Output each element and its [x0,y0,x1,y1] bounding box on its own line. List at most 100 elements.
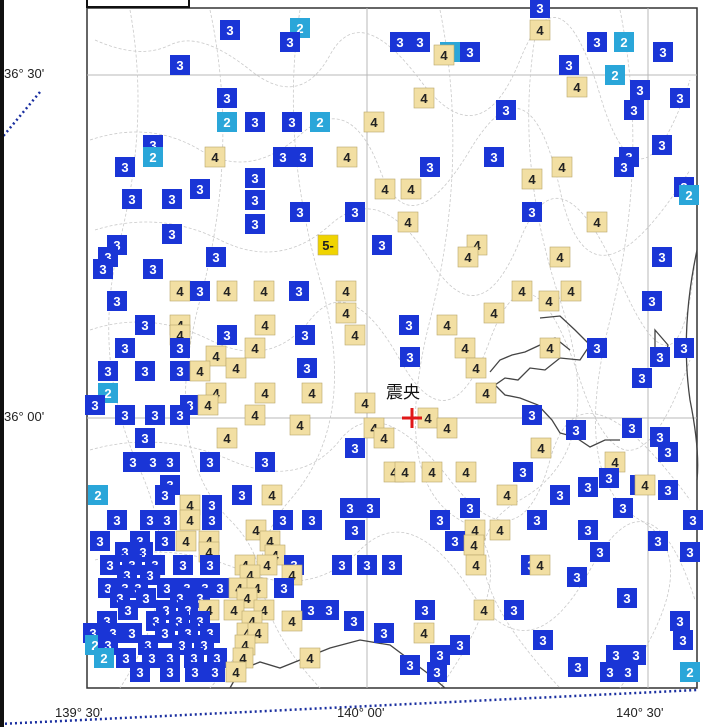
svg-text:3: 3 [436,513,443,528]
station-intensity-4: 4 [175,530,197,552]
svg-text:3: 3 [238,488,245,503]
svg-text:4: 4 [306,651,314,666]
station-intensity-4: 4 [549,246,571,268]
station-intensity-3: 3 [430,510,450,530]
svg-text:3: 3 [196,591,203,606]
station-intensity-3: 3 [115,338,135,358]
station-intensity-3: 3 [606,645,626,665]
svg-text:3: 3 [168,227,175,242]
station-intensity-4: 4 [433,44,455,66]
station-intensity-3: 3 [617,588,637,608]
svg-text:4: 4 [296,418,304,433]
svg-text:3: 3 [299,150,306,165]
svg-text:2: 2 [620,35,627,50]
station-intensity-4: 4 [216,427,238,449]
station-intensity-3: 3 [522,405,542,425]
station-intensity-4: 4 [254,382,276,404]
svg-text:4: 4 [404,215,412,230]
svg-text:3: 3 [301,328,308,343]
svg-text:4: 4 [573,80,581,95]
svg-text:4: 4 [546,341,554,356]
station-intensity-3: 3 [245,214,265,234]
station-intensity-3: 3 [160,452,180,472]
station-intensity-3: 3 [162,224,182,244]
svg-text:3: 3 [676,91,683,106]
station-intensity-3: 3 [217,88,237,108]
svg-text:3: 3 [279,513,286,528]
svg-text:3: 3 [196,284,203,299]
station-intensity-3: 3 [140,510,160,530]
svg-text:3: 3 [295,284,302,299]
svg-text:4: 4 [243,591,251,606]
svg-text:3: 3 [396,35,403,50]
station-intensity-4: 4 [455,461,477,483]
svg-text:3: 3 [584,480,591,495]
svg-text:3: 3 [466,501,473,516]
station-intensity-3: 3 [157,510,177,530]
svg-text:3: 3 [91,398,98,413]
station-intensity-3: 3 [578,477,598,497]
svg-text:3: 3 [689,513,696,528]
station-intensity-4: 4 [363,111,385,133]
svg-text:3: 3 [536,1,543,16]
station-intensity-3: 3 [450,635,470,655]
svg-text:3: 3 [659,45,666,60]
svg-text:3: 3 [351,523,358,538]
epicenter-marker [402,408,422,428]
svg-text:3: 3 [378,238,385,253]
station-intensity-3: 3 [185,662,205,682]
station-intensity-3: 3 [100,555,120,575]
svg-text:3: 3 [251,171,258,186]
svg-text:3: 3 [161,626,168,641]
station-intensity-3: 3 [115,157,135,177]
svg-text:4: 4 [263,558,271,573]
svg-text:3: 3 [152,614,159,629]
station-intensity-3: 3 [653,42,673,62]
svg-text:3: 3 [416,35,423,50]
svg-text:3: 3 [363,558,370,573]
station-intensity-4: 4 [436,314,458,336]
station-intensity-3: 3 [550,485,570,505]
station-intensity-3: 3 [170,405,190,425]
svg-text:2: 2 [91,638,98,653]
station-intensity-3: 3 [587,32,607,52]
svg-text:2: 2 [686,665,693,680]
svg-text:4: 4 [407,182,415,197]
station-intensity-3: 3 [145,405,165,425]
station-intensity-4: 4 [335,302,357,324]
station-intensity-3: 3 [648,531,668,551]
svg-text:3: 3 [624,665,631,680]
station-intensity-3: 3 [683,510,703,530]
svg-text:4: 4 [567,284,575,299]
station-intensity-3: 3 [652,247,672,267]
station-intensity-4: 4 [244,337,266,359]
station-intensity-3: 3 [673,630,693,650]
station-intensity-4: 4 [521,168,543,190]
svg-text:4: 4 [420,626,428,641]
svg-text:4: 4 [241,638,249,653]
station-intensity-3: 3 [255,452,275,472]
svg-text:2: 2 [685,188,692,203]
svg-text:4: 4 [381,182,389,197]
station-intensity-3: 3 [630,80,650,100]
svg-text:4: 4 [545,294,553,309]
station-intensity-3: 3 [190,281,210,301]
station-intensity-3: 3 [357,555,377,575]
svg-text:3: 3 [206,558,213,573]
station-intensity-3: 3 [107,291,127,311]
svg-text:3: 3 [128,626,135,641]
station-intensity-3: 3 [302,510,322,530]
svg-text:3: 3 [654,534,661,549]
svg-text:4: 4 [593,215,601,230]
svg-text:3: 3 [632,648,639,663]
station-intensity-4: 4 [457,246,479,268]
svg-text:4: 4 [261,386,269,401]
station-intensity-3: 3 [293,147,313,167]
station-intensity-3: 3 [614,157,634,177]
svg-text:3: 3 [176,591,183,606]
svg-text:3: 3 [141,318,148,333]
station-intensity-4: 4 [511,280,533,302]
svg-text:4: 4 [246,568,254,583]
svg-text:3: 3 [116,591,123,606]
station-intensity-3: 3 [618,662,638,682]
